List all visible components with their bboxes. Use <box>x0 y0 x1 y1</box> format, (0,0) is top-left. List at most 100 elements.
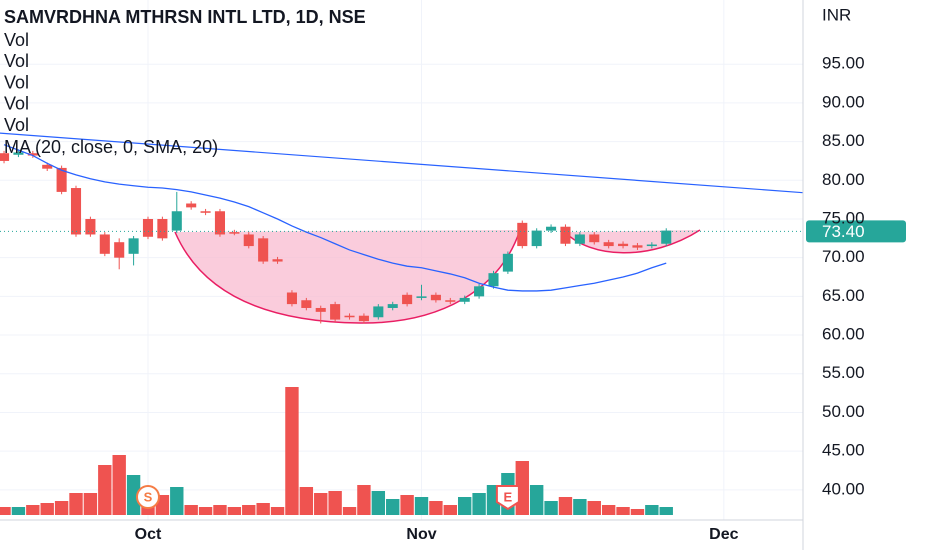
x-tick-label: Dec <box>709 526 738 543</box>
candle-body <box>459 297 470 302</box>
volume-bar <box>98 465 112 515</box>
volume-bar <box>659 507 673 515</box>
candle-body <box>502 253 513 272</box>
x-tick-label: Oct <box>135 526 162 543</box>
candle-body <box>344 315 355 318</box>
candle-body <box>301 300 312 308</box>
volume-bar <box>54 501 69 515</box>
candle-body <box>416 296 427 298</box>
y-tick-label: 40.00 <box>822 479 865 498</box>
volume-bar <box>386 499 400 515</box>
candle-body <box>488 273 499 287</box>
candle-body <box>157 218 168 239</box>
candle-body <box>27 153 38 156</box>
volume-bar <box>227 507 242 515</box>
candle-body <box>661 230 672 244</box>
candle-body <box>243 234 254 247</box>
volume-bar <box>198 507 213 515</box>
y-tick-label: 85.00 <box>822 131 865 150</box>
indicator-label: Vol <box>4 115 29 135</box>
candle-body <box>474 286 485 297</box>
candle-body <box>517 222 528 247</box>
ma-label: MA (20, close, 0, SMA, 20) <box>4 137 218 157</box>
candle-body <box>618 243 629 247</box>
event-label: E <box>504 489 513 504</box>
indicator-label: Vol <box>4 30 29 50</box>
candle-body <box>646 244 657 247</box>
volume-bar <box>558 497 573 515</box>
y-tick-label: 55.00 <box>822 363 865 382</box>
candle-body <box>128 238 139 254</box>
indicator-label: Vol <box>4 94 29 114</box>
candle-body <box>603 242 614 247</box>
candle-body <box>42 164 53 169</box>
y-tick-label: 80.00 <box>822 170 865 189</box>
y-tick-label: 60.00 <box>822 325 865 344</box>
volume-bar <box>457 497 472 515</box>
candle-body <box>70 188 82 235</box>
last-price-label: 73.40 <box>822 222 865 241</box>
volume-bar <box>414 497 429 515</box>
y-tick-label: 95.00 <box>822 54 865 73</box>
volume-bar <box>314 493 328 515</box>
candle-body <box>387 304 398 308</box>
candle-body <box>171 211 182 231</box>
volume-bar <box>587 501 601 515</box>
candle-body <box>531 230 542 247</box>
candle-body <box>373 306 384 318</box>
plot: 73.40 S E <box>0 132 906 515</box>
volume-bar <box>83 493 98 515</box>
volume-bar <box>170 487 184 515</box>
cup-fill <box>175 230 520 324</box>
volume-bar <box>11 507 26 515</box>
indicator-label: Vol <box>4 72 29 92</box>
candle-body <box>186 203 197 208</box>
candle-body <box>358 315 369 322</box>
y-tick-label: 90.00 <box>822 92 865 111</box>
volume-bar <box>443 505 457 515</box>
y-tick-label: 45.00 <box>822 441 865 460</box>
candle-body <box>56 167 67 192</box>
candle-body <box>0 153 10 161</box>
candle-body <box>272 259 283 262</box>
candle-body <box>99 234 110 254</box>
candle-body <box>200 211 211 213</box>
candle-body <box>330 304 341 320</box>
candle-body <box>229 232 240 234</box>
candle-body <box>13 152 24 155</box>
candle-body <box>574 234 585 244</box>
volume-bar <box>40 503 54 515</box>
candle-body <box>142 218 154 237</box>
candle-body <box>445 300 456 302</box>
volume-bar <box>256 503 270 515</box>
volume-bar <box>601 505 616 515</box>
volume-bar <box>342 507 357 515</box>
volume-bar <box>544 501 558 515</box>
candle-body <box>286 292 297 305</box>
event-marker <box>135 485 160 509</box>
chart-title: SAMVRDHNA MTHRSN INTL LTD, 1D, NSE <box>4 7 366 27</box>
volume-bar <box>242 505 256 515</box>
y-tick-label: 65.00 <box>822 286 865 305</box>
candle-body <box>589 234 600 243</box>
indicator-label: Vol <box>4 51 29 71</box>
event-label: S <box>144 489 153 504</box>
volume-bar <box>645 505 659 515</box>
trend-line <box>0 132 804 194</box>
y-tick-label: 70.00 <box>822 247 865 266</box>
volume-bar <box>429 501 443 515</box>
volume-bar <box>112 455 126 515</box>
volume-bar <box>472 493 486 515</box>
volume-bar <box>213 505 227 515</box>
candle-body <box>114 242 125 258</box>
currency: INR <box>822 5 851 24</box>
y-tick-label: 50.00 <box>822 402 865 421</box>
volume-bar <box>270 507 285 515</box>
candle-body <box>632 245 643 248</box>
candle-body <box>85 218 96 235</box>
candle-body <box>430 294 441 301</box>
volume-bar <box>328 491 342 515</box>
y-tick-label: 75.00 <box>822 208 865 227</box>
volume-bar <box>184 505 198 515</box>
